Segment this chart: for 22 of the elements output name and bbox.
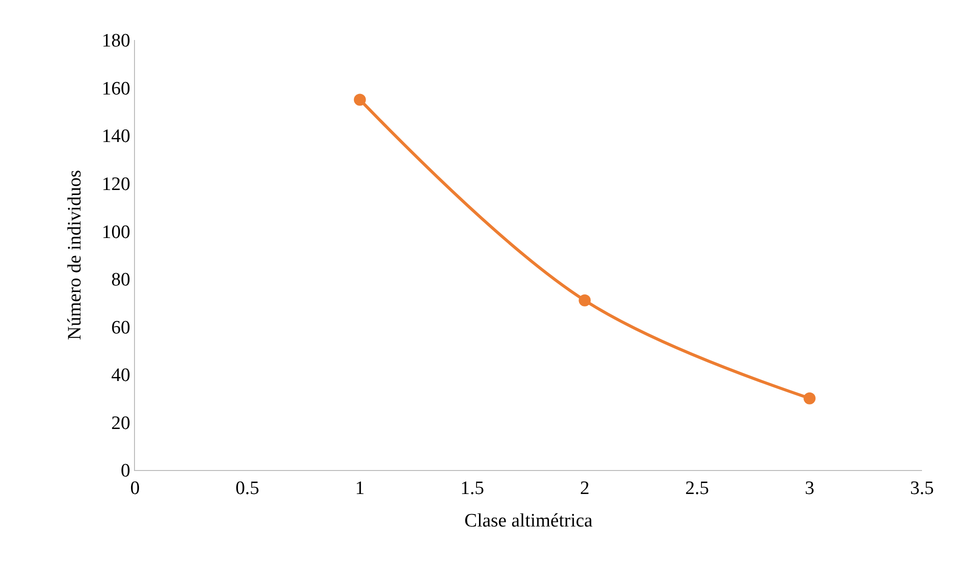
y-axis-title: Número de individuos (64, 170, 86, 340)
x-axis-title: Clase altimétrica (464, 510, 594, 532)
y-tick-label: 120 (102, 174, 130, 195)
y-tick-label: 180 (102, 30, 130, 52)
y-tick-label: 0 (120, 460, 130, 482)
x-tick-label: 1.5 (460, 478, 484, 499)
y-tick-label: 140 (102, 126, 130, 148)
point (804, 392, 816, 404)
y-tick-label: 40 (111, 365, 130, 386)
point (578, 294, 591, 306)
x-tick-label: 1 (355, 478, 365, 499)
point (354, 94, 366, 106)
x-tick-label: 0.5 (236, 478, 260, 499)
x-tick-label: 2.5 (685, 478, 710, 499)
y-tick-label: 60 (111, 317, 130, 338)
x-tick-label: 3 (804, 478, 814, 499)
y-tick-label: 80 (111, 270, 130, 291)
y-tick-label: 20 (111, 412, 130, 434)
x-tick-label: 3.5 (910, 478, 934, 499)
x-tick-label: 2 (580, 478, 590, 499)
y-tick-label: 100 (102, 222, 130, 243)
y-tick-label: 160 (102, 78, 130, 100)
